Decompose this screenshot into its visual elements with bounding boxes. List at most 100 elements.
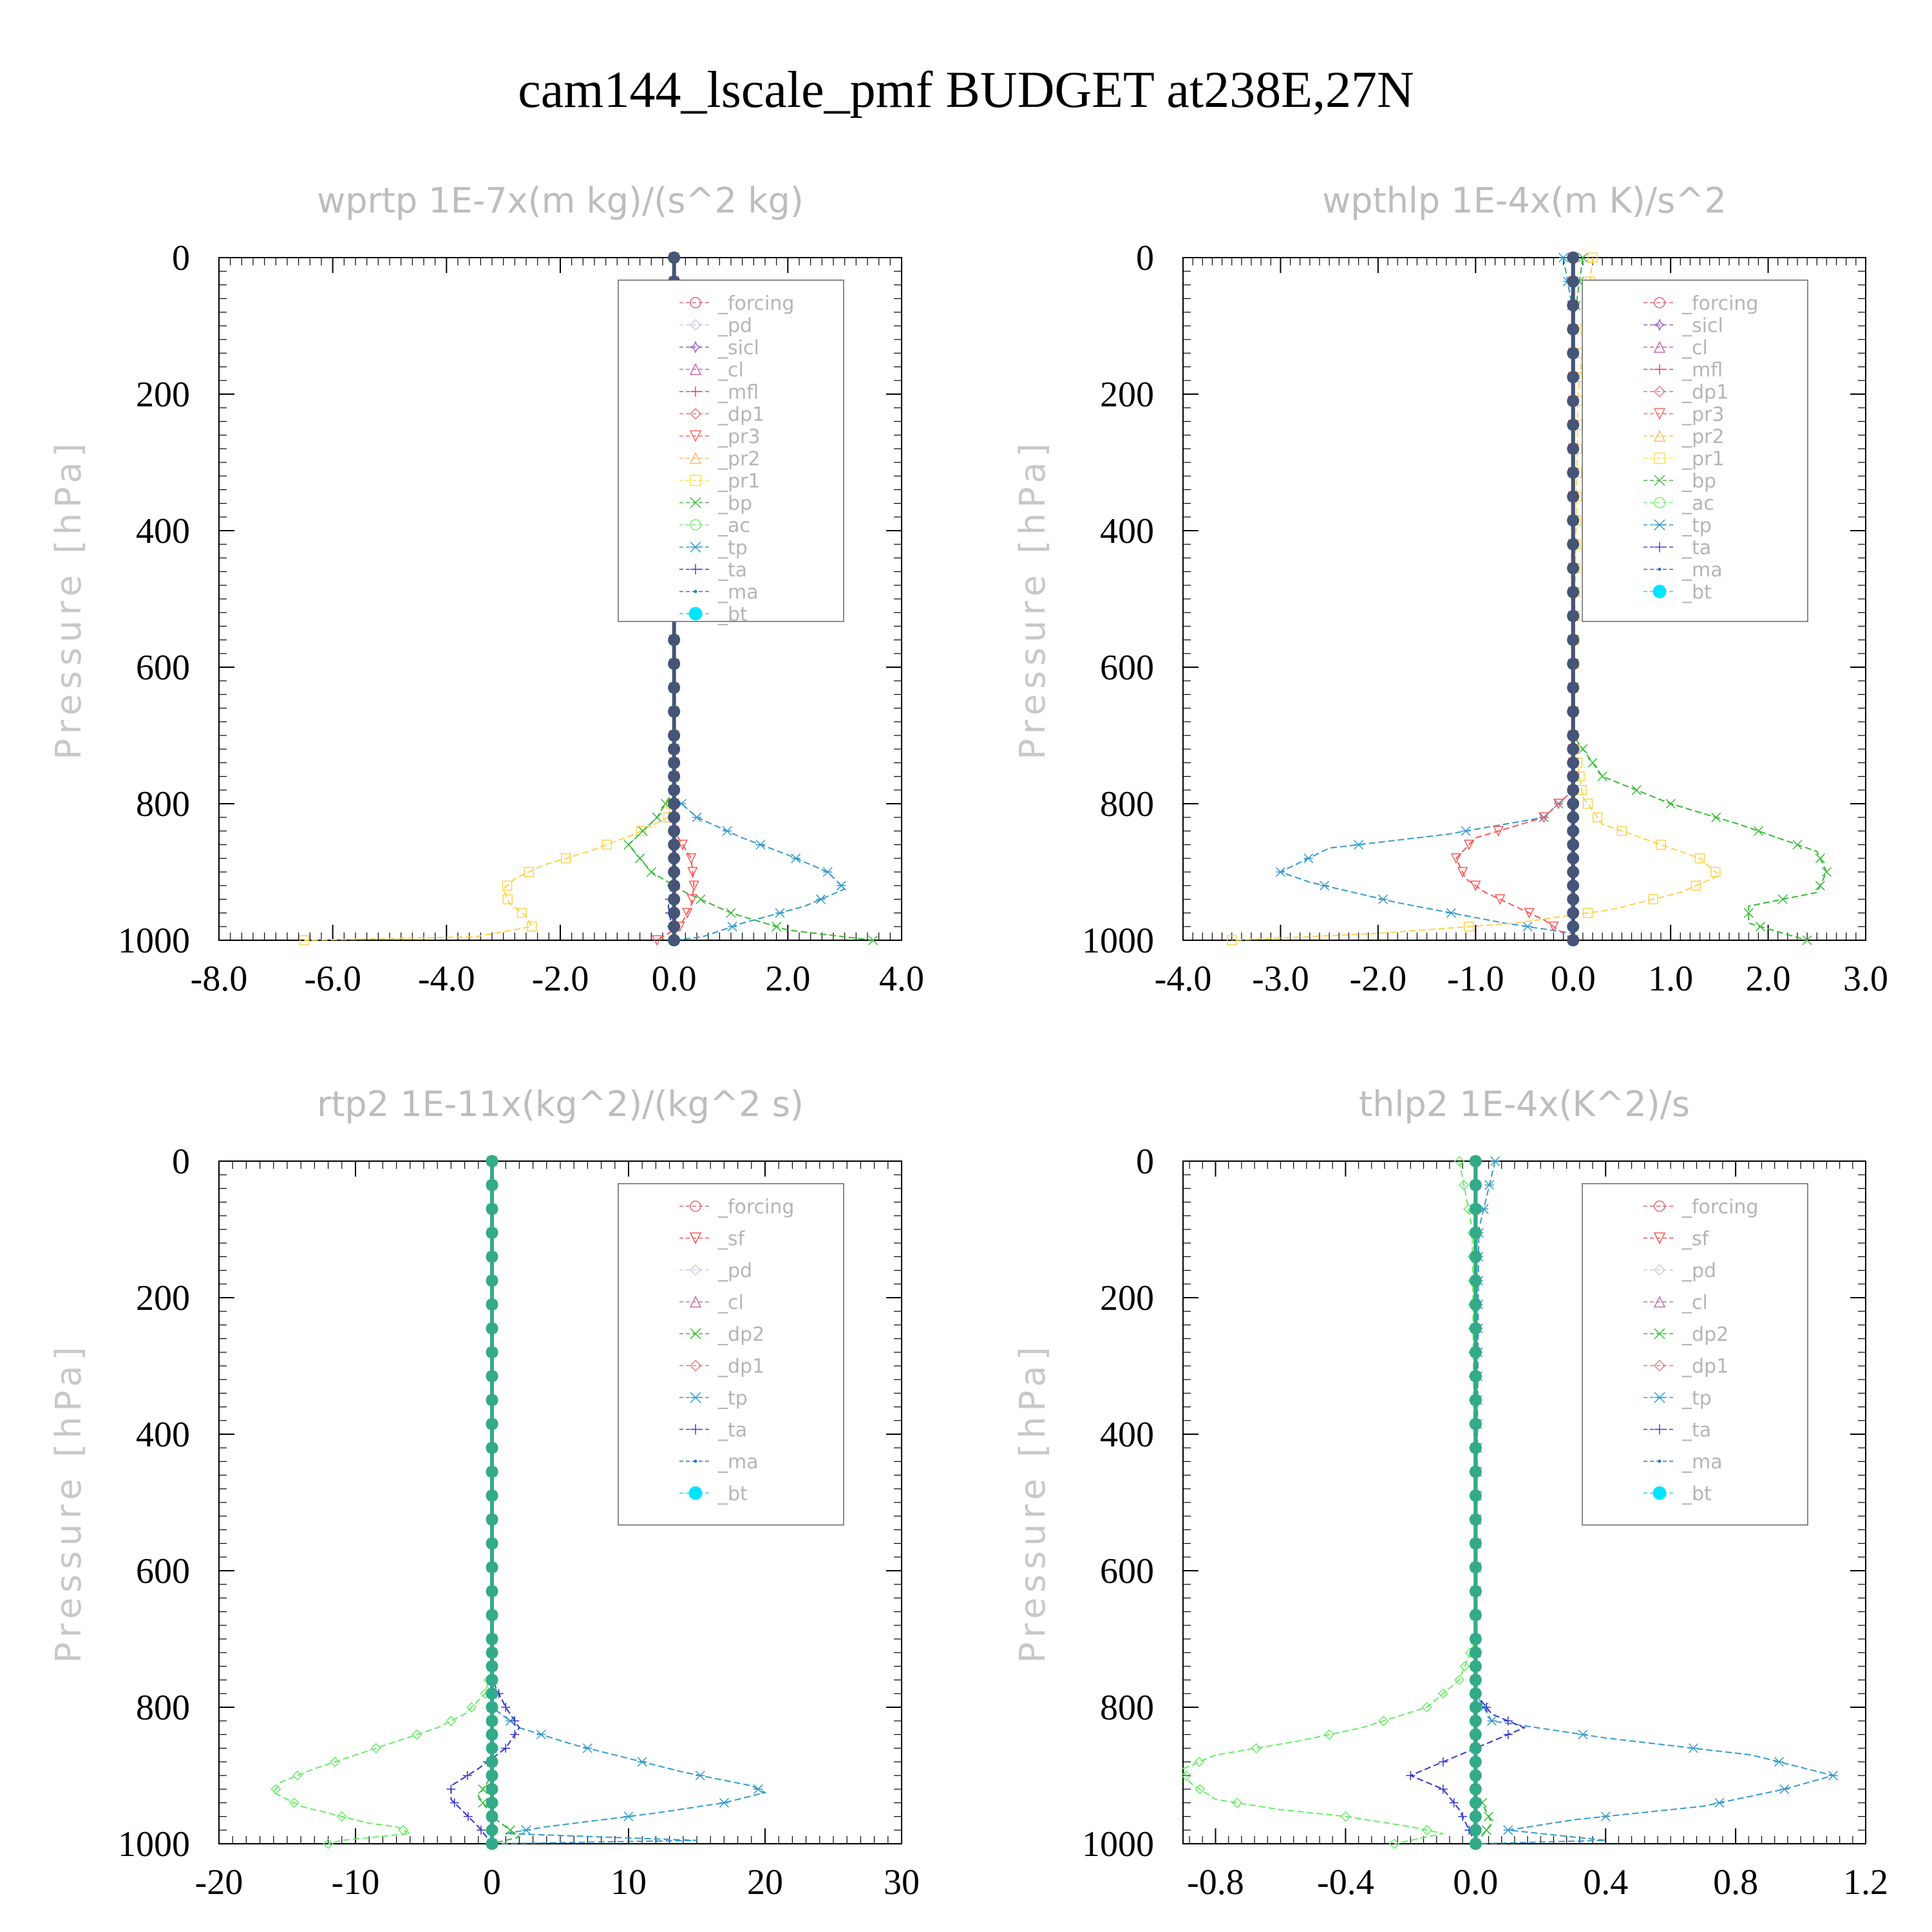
data-point-bt xyxy=(1469,1687,1482,1700)
data-point-bt xyxy=(486,1179,498,1191)
x-tick-label: 0.0 xyxy=(652,959,697,999)
data-point-bp xyxy=(1597,772,1607,782)
data-point-pr1 xyxy=(527,922,537,932)
panel-title: wprtp 1E-7x(m kg)/(s^2 kg) xyxy=(317,180,804,221)
data-point-bt xyxy=(1567,442,1580,455)
data-point-dp1 xyxy=(292,1770,303,1781)
data-point-bt xyxy=(486,1537,498,1550)
legend-label: _cl xyxy=(1681,1292,1708,1314)
data-point-bp xyxy=(696,894,706,904)
data-point-dp1 xyxy=(289,1797,299,1808)
data-point-tp xyxy=(719,1797,729,1808)
data-point-ta xyxy=(501,1743,511,1753)
data-point-dp1 xyxy=(1459,1180,1470,1191)
legend-marker xyxy=(1653,385,1666,398)
data-point-bt xyxy=(486,1701,498,1714)
data-point-bt xyxy=(1567,729,1580,742)
data-point-pr1 xyxy=(1656,839,1666,850)
y-tick-label: 0 xyxy=(1136,238,1154,278)
data-point-pr3 xyxy=(1548,922,1559,933)
legend-box xyxy=(1582,279,1808,622)
legend-label: _cl xyxy=(717,359,744,382)
panel-title: rtp2 1E-11x(kg^2)/(kg^2 s) xyxy=(317,1084,804,1124)
data-point-bt xyxy=(486,1633,498,1645)
data-point-bt xyxy=(668,705,681,718)
y-tick-label: 600 xyxy=(1100,1551,1154,1591)
data-point-tp xyxy=(1828,1770,1839,1781)
data-point-pr1 xyxy=(1690,880,1701,891)
series-line-dp2 xyxy=(1475,1161,1493,1844)
data-point-bt xyxy=(1567,490,1580,503)
x-tick-label: -6.0 xyxy=(304,959,361,999)
x-tick-label: 2.0 xyxy=(765,959,810,999)
data-point-pr3 xyxy=(651,935,663,946)
data-point-bt xyxy=(486,1465,498,1478)
legend-label: _pr3 xyxy=(717,426,760,448)
legend-marker xyxy=(690,1200,701,1212)
data-point-bt xyxy=(486,1394,498,1406)
data-point-bt xyxy=(1567,866,1580,878)
data-point-bt xyxy=(668,893,681,905)
data-point-tp xyxy=(816,894,826,904)
data-point-dp1 xyxy=(336,1811,347,1822)
data-point-dp1 xyxy=(1324,1729,1335,1740)
legend-label: _forcing xyxy=(717,292,794,315)
data-point-bt xyxy=(1469,1561,1482,1574)
data-point-bt xyxy=(1567,907,1580,920)
data-point-tp xyxy=(623,1812,634,1822)
data-point-bp xyxy=(868,935,878,945)
data-point-pr1 xyxy=(299,935,310,945)
data-point-pr1 xyxy=(1226,935,1237,945)
data-point-bt xyxy=(668,251,681,264)
data-point-bt xyxy=(486,1756,498,1768)
data-point-bt xyxy=(668,907,681,920)
data-point-bt xyxy=(1469,1728,1482,1741)
data-point-bp xyxy=(1711,812,1721,822)
data-point-bt xyxy=(1567,705,1580,718)
legend-label: _ta xyxy=(717,559,747,582)
x-tick-label: 4.0 xyxy=(879,959,924,999)
legend-label: _pr3 xyxy=(1681,404,1724,426)
data-point-ta xyxy=(1458,1812,1468,1821)
x-tick-label: 0.8 xyxy=(1713,1862,1758,1902)
data-point-bt xyxy=(1567,934,1580,947)
data-point-bp xyxy=(1802,935,1812,945)
data-point-tp xyxy=(695,1770,705,1781)
data-point-bt xyxy=(486,1796,498,1809)
data-point-bt xyxy=(1567,838,1580,851)
legend-label: _tp xyxy=(717,537,748,560)
data-point-pr1 xyxy=(524,867,535,877)
y-tick-label: 200 xyxy=(136,375,190,415)
x-tick-label: 20 xyxy=(747,1862,783,1902)
data-point-bt xyxy=(1469,1202,1482,1215)
data-point-bt xyxy=(1469,1417,1482,1430)
series-line-ta xyxy=(450,1161,520,1844)
data-point-ta xyxy=(1482,1703,1492,1712)
data-point-ta xyxy=(510,1716,520,1726)
legend-marker xyxy=(690,519,701,531)
data-point-bt xyxy=(486,1441,498,1454)
data-point-dp1 xyxy=(398,1824,409,1835)
data-point-bt xyxy=(1469,1346,1482,1359)
legend-label: _sf xyxy=(717,1228,746,1251)
legend-label: _tp xyxy=(1681,1387,1712,1410)
data-point-pr3 xyxy=(1494,894,1506,905)
data-point-dp1 xyxy=(1340,1811,1351,1822)
data-point-pr3 xyxy=(687,894,697,905)
y-axis-label: Pressure [hPa] xyxy=(1012,438,1053,759)
legend-marker xyxy=(1654,297,1665,308)
data-point-bt xyxy=(668,824,681,837)
data-point-dp1 xyxy=(1421,1701,1432,1713)
data-point-pr3 xyxy=(1470,880,1481,891)
data-point-bt xyxy=(1567,299,1580,312)
legend-label: _dp1 xyxy=(1681,1356,1728,1378)
figure-title: cam144_lscale_pmf BUDGET at238E,27N xyxy=(518,62,1414,118)
ticks: -8.0 -6.0 -4.0 -2.0 0.0 2.0 4.0 0 200 400 600 800 10… xyxy=(118,238,924,999)
data-point-bt xyxy=(1469,1298,1482,1311)
data-point-bt xyxy=(486,1646,498,1659)
data-point-pr3 xyxy=(687,867,698,878)
data-point-bt xyxy=(668,756,681,769)
legend-marker xyxy=(690,297,701,308)
data-point-bp xyxy=(623,840,634,850)
data-point-bt xyxy=(486,1810,498,1823)
